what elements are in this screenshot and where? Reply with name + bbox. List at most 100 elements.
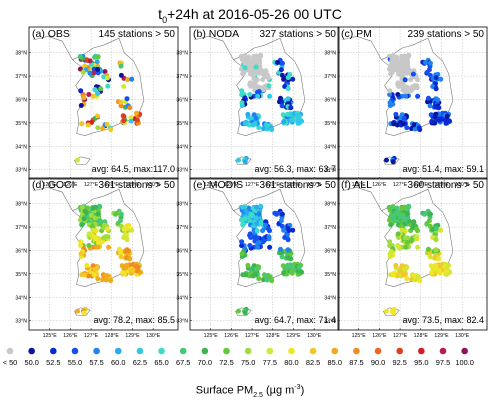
station-marker <box>279 99 285 105</box>
x-tick-label: 128°E <box>414 333 429 339</box>
station-marker <box>118 250 124 256</box>
y-tick-label: 34°N <box>324 295 336 301</box>
colorbar-swatch <box>353 347 360 355</box>
panel-title: (e) MODIS <box>193 179 243 191</box>
station-marker <box>104 121 110 127</box>
y-tick-label: 36°N <box>324 248 336 254</box>
station-marker <box>95 113 101 119</box>
station-marker <box>78 243 84 249</box>
station-marker <box>269 127 275 133</box>
colorbar-label: 87.5 <box>349 358 363 367</box>
station-marker <box>245 111 251 117</box>
x-tick-label: 129°E <box>125 182 140 188</box>
station-marker <box>266 83 272 89</box>
y-tick-label: 35°N <box>176 121 188 127</box>
panel-frame <box>28 177 179 331</box>
title-rest: +24h at 2016-05-26 00 UTC <box>167 6 342 22</box>
station-marker <box>79 205 85 211</box>
y-tick-label: 35°N <box>15 121 27 127</box>
station-marker <box>290 76 296 82</box>
colorbar-label: 90.0 <box>371 358 385 367</box>
station-marker <box>253 53 259 59</box>
station-marker <box>118 254 124 260</box>
y-tick-label: 37°N <box>324 74 336 80</box>
y-tick-label: 33°N <box>15 168 27 174</box>
station-marker <box>252 272 258 278</box>
station-marker <box>243 121 249 127</box>
x-tick-label: 128°E <box>414 182 429 188</box>
panel-1: 125°E 126°E 127°E 128°E 129°E 130°E 38°N 37°N 36… <box>15 26 179 188</box>
colorbar-label: 52.5 <box>46 358 60 367</box>
y-tick-label: 35°N <box>324 121 336 127</box>
north-coastline <box>342 36 382 60</box>
station-marker <box>124 226 130 232</box>
station-marker <box>433 226 439 232</box>
station-marker <box>281 270 287 276</box>
station-marker <box>249 61 255 67</box>
station-marker <box>78 251 84 257</box>
station-marker <box>247 80 253 86</box>
station-marker <box>443 117 449 123</box>
station-marker <box>128 118 134 124</box>
station-marker <box>93 235 99 241</box>
station-marker <box>400 272 406 278</box>
station-marker <box>255 244 261 250</box>
station-marker <box>258 52 264 58</box>
station-marker <box>426 95 431 101</box>
station-marker <box>397 212 403 218</box>
panel-station-count: 239 stations > 50 <box>408 29 485 40</box>
station-marker <box>103 277 109 283</box>
station-marker <box>436 256 442 262</box>
colorbar-swatch <box>266 347 274 355</box>
colorbar-title-prefix: Surface PM <box>195 384 254 397</box>
station-marker <box>415 244 421 250</box>
station-marker <box>427 211 433 217</box>
station-marker <box>118 103 124 109</box>
panel-4: 125°E 126°E 127°E 128°E 129°E 130°E 38°N 37°N 36… <box>15 177 179 339</box>
station-marker <box>436 105 442 111</box>
station-marker <box>414 75 419 81</box>
station-marker <box>239 239 245 245</box>
colorbar-swatch <box>418 347 425 355</box>
panel-summary: avg: 56.3, max: 63.7 <box>254 164 336 174</box>
station-marker <box>403 93 409 99</box>
station-marker <box>285 96 291 102</box>
colorbar-swatch <box>50 347 57 355</box>
station-marker <box>387 243 393 249</box>
y-tick-label: 35°N <box>324 272 336 278</box>
station-marker <box>296 264 302 270</box>
station-marker <box>285 75 291 81</box>
station-marker <box>433 262 439 268</box>
station-marker <box>423 60 428 65</box>
station-marker <box>81 216 87 222</box>
station-marker <box>125 77 131 83</box>
station-marker <box>118 99 124 105</box>
station-marker <box>240 205 246 211</box>
x-tick-label: 130°E <box>307 333 322 339</box>
station-marker <box>402 77 408 83</box>
colorbar-title-unit: (µg m <box>262 384 295 397</box>
x-tick-label: 126°E <box>372 333 387 339</box>
station-marker <box>262 222 268 228</box>
x-tick-label: 127°E <box>84 333 99 339</box>
station-marker <box>124 96 130 102</box>
station-marker <box>240 222 246 228</box>
station-marker <box>77 54 83 59</box>
station-marker <box>285 226 291 232</box>
x-tick-label: 130°E <box>307 182 322 188</box>
station-marker <box>406 203 412 209</box>
panel-2: 125°E 126°E 127°E 128°E 129°E 130°E 38°N 37°N 36… <box>176 26 340 188</box>
colorbar-title-sup: -3 <box>294 384 301 391</box>
station-marker <box>134 110 139 116</box>
station-marker <box>279 250 285 256</box>
colorbar-label: 75.0 <box>241 358 255 367</box>
station-marker <box>412 277 418 283</box>
station-marker <box>264 277 270 283</box>
colorbar-swatch <box>331 347 339 355</box>
x-tick-label: 127°E <box>245 182 260 188</box>
colorbar-label: 67.5 <box>176 358 190 367</box>
station-marker <box>278 218 284 224</box>
station-marker <box>102 69 108 75</box>
colorbar-swatch <box>28 347 35 355</box>
station-marker <box>95 240 101 245</box>
